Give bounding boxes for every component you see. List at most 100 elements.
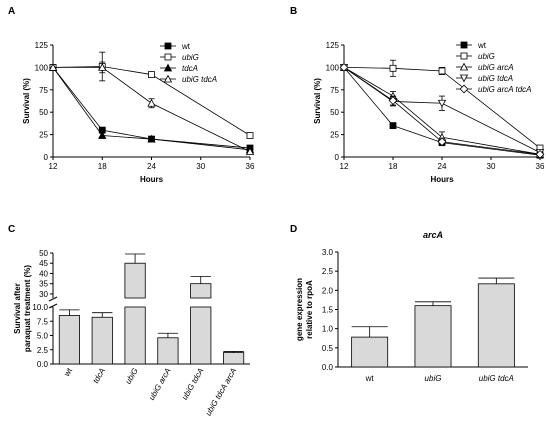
x-tick-label: ubiG [425, 374, 442, 383]
y-tick-label: 35 [39, 280, 48, 289]
y-tick-label: 50 [39, 108, 48, 117]
bar-ubig: ubiG [414, 301, 452, 383]
y-tick-label: 50 [39, 249, 48, 258]
y-axis-label: gene expressionrelative to rpoA [295, 278, 314, 341]
series-ubig-tdca [48, 61, 255, 156]
y-tick-label: 0 [44, 153, 49, 162]
x-tick-label: 24 [438, 162, 447, 171]
y-axis-label-line: paraquat treatment (%) [23, 265, 32, 352]
y-tick-label: 40 [39, 269, 48, 278]
legend: wt ubiG ubiG arcA ubiG tdcA ubiG arcA tdcA [456, 41, 532, 94]
x-tick-label: 18 [98, 162, 107, 171]
data-point [389, 122, 397, 130]
bar-ubig: ubiG [124, 253, 146, 386]
y-tick-label: 30 [39, 290, 48, 299]
legend: wt ubiG tdcA ubiG tdcA [160, 42, 217, 84]
bar [124, 306, 146, 365]
legend-entry-ubig-tdca: ubiG tdcA [182, 75, 217, 84]
bar [58, 315, 80, 365]
series-line [343, 67, 541, 156]
series-ubig-arca-tdca [339, 63, 545, 159]
legend-marker [460, 41, 468, 49]
series-line [343, 67, 541, 155]
x-tick-label: 36 [536, 162, 545, 171]
y-tick-label: 125 [326, 41, 340, 50]
bar-upper [190, 283, 212, 299]
bar [351, 336, 389, 368]
y-tick-label: 7.5 [37, 317, 49, 326]
data-point [388, 96, 398, 105]
y-axis-label: Survival (%) [313, 78, 322, 124]
legend-entry-ubig-arca: ubiG arcA [478, 63, 514, 72]
panel-letter-d: D [290, 224, 297, 235]
legend-marker [164, 53, 172, 61]
data-point [48, 63, 58, 71]
legend-entry-tdca: tdcA [182, 64, 198, 73]
bar-ubig-tdca: ubiG tdcA [180, 276, 212, 402]
data-point [437, 137, 447, 147]
bar-wt: wt [58, 309, 80, 379]
x-tick-label: 36 [246, 162, 255, 171]
y-tick-label: 75 [39, 86, 48, 95]
bar-ubig-tdca: ubiG tdcA [477, 277, 515, 383]
x-tick-label: 30 [196, 162, 205, 171]
data-point [437, 99, 447, 108]
data-point [535, 149, 545, 159]
x-tick-label: ubiG arcA [147, 367, 173, 402]
panel-letter-b: B [290, 6, 297, 17]
x-tick-label: 12 [340, 162, 349, 171]
y-tick-label: 25 [39, 131, 48, 140]
panel-letter-a: A [8, 6, 15, 17]
legend-marker [460, 52, 468, 60]
legend-marker [459, 84, 469, 94]
bar-upper [124, 262, 146, 299]
legend-entry-ubig-tdca: ubiG tdcA [478, 74, 513, 83]
data-point [147, 98, 156, 107]
x-tick-label: wt [365, 374, 375, 383]
series-line [53, 67, 251, 152]
y-tick-label: 45 [39, 259, 48, 268]
y-tick-label: 125 [35, 41, 49, 50]
y-tick-label: 1.5 [322, 306, 334, 315]
y-tick-label: 100 [326, 63, 340, 72]
data-point [389, 64, 397, 72]
y-tick-label: 2.5 [322, 267, 334, 276]
legend-entry-ubig-arca-tdca: ubiG arcA tdcA [478, 85, 532, 94]
chart-panel-a: 0 25 50 75 100 125 12 18 24 30 36 Hours Survival (%)… [22, 41, 255, 184]
bar [190, 306, 212, 365]
data-point [246, 132, 254, 139]
legend-marker [164, 42, 172, 50]
data-point [98, 131, 107, 139]
data-point [339, 63, 349, 72]
series-line [52, 66, 251, 136]
series-ubig [49, 51, 254, 139]
panel-letter-c: C [8, 224, 15, 235]
x-tick-label: 12 [49, 162, 58, 171]
legend-marker [459, 62, 469, 71]
series-line [343, 67, 541, 155]
bar [91, 316, 113, 365]
bar-ubig-arca: ubiG arcA [147, 332, 179, 402]
x-tick-label: ubiG tdcA [180, 367, 205, 402]
x-tick-label: ubiG [124, 367, 140, 386]
x-tick-label: 24 [147, 162, 156, 171]
bar-tdca: tdcA [91, 312, 113, 385]
bar [157, 337, 179, 365]
y-tick-label: 2.0 [322, 286, 334, 295]
y-tick-label: 10.0 [32, 303, 48, 312]
x-tick-label: tdcA [91, 367, 107, 385]
y-tick-label: 0.0 [37, 360, 49, 369]
bar [477, 283, 515, 368]
legend-entry-ubig: ubiG [478, 52, 495, 61]
chart-panel-b: 0 25 50 75 100 125 12 18 24 30 36 Hours Survival (%)… [313, 41, 545, 184]
y-axis-label-line: relative to rpoA [305, 280, 314, 339]
y-tick-label: 0 [335, 153, 340, 162]
y-tick-label: 3.0 [322, 248, 334, 257]
data-point [245, 147, 255, 156]
y-axis-label-line: Survival after [13, 283, 22, 334]
series-line [343, 67, 541, 149]
legend-marker [163, 63, 173, 72]
y-axis-label: Survival (%) [22, 78, 31, 124]
x-tick-label: wt [62, 366, 75, 379]
legend-entry-ubig: ubiG [182, 53, 199, 62]
